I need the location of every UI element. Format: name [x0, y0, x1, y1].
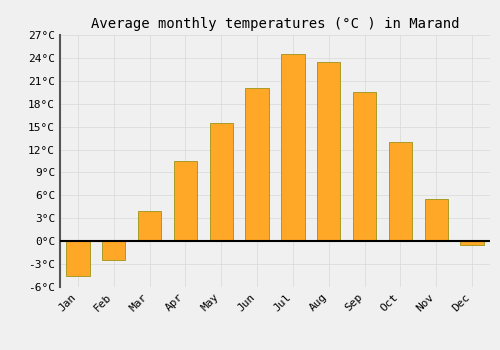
- Bar: [460, 241, 483, 245]
- Bar: [317, 62, 340, 241]
- Bar: [174, 161, 197, 241]
- Bar: [210, 123, 233, 241]
- Bar: [246, 89, 268, 241]
- Bar: [66, 241, 90, 275]
- Bar: [389, 142, 412, 241]
- Bar: [424, 199, 448, 241]
- Bar: [353, 92, 376, 241]
- Title: Average monthly temperatures (°C ) in Marand: Average monthly temperatures (°C ) in Ma…: [91, 17, 459, 31]
- Bar: [282, 54, 304, 241]
- Bar: [102, 241, 126, 260]
- Bar: [138, 211, 161, 241]
